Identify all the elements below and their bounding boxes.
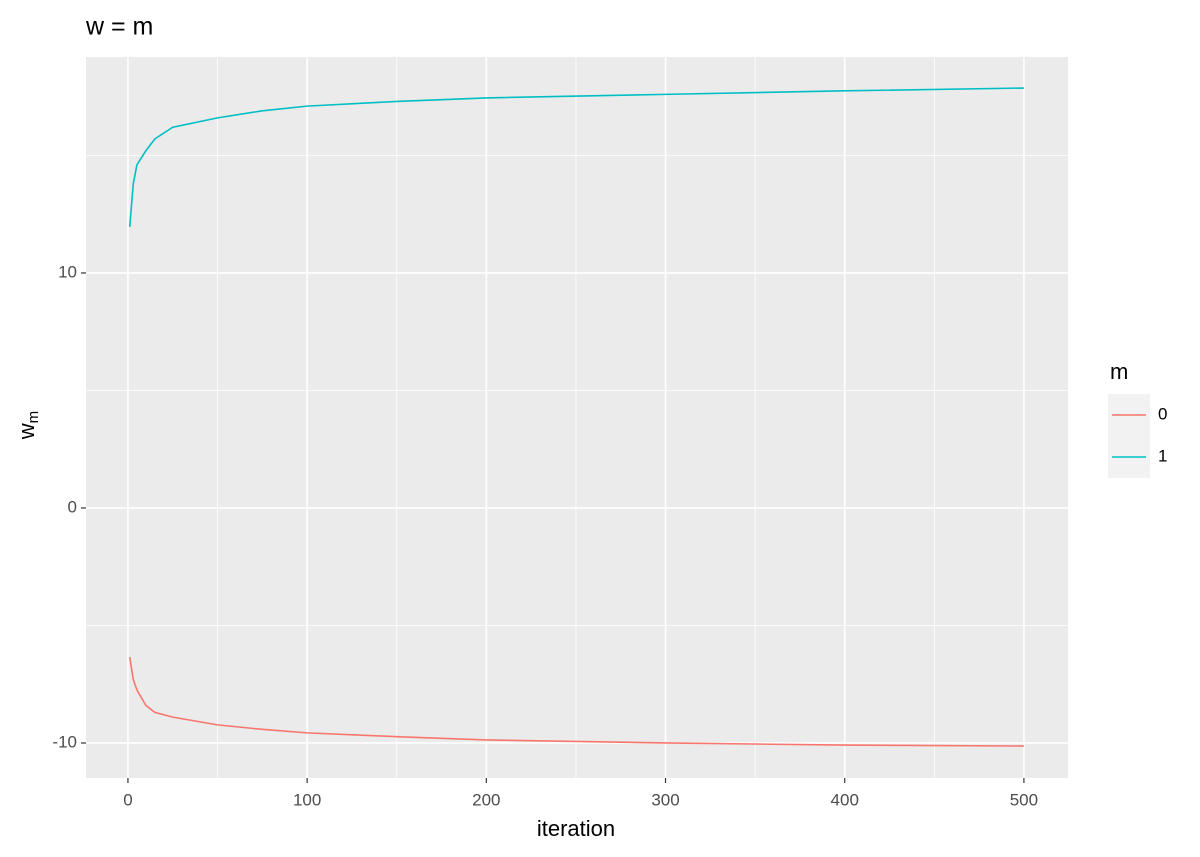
plot-panel bbox=[86, 57, 1068, 778]
x-tick-label: 0 bbox=[123, 790, 132, 809]
y-tick-label: -10 bbox=[52, 732, 77, 751]
legend-label: 1 bbox=[1158, 446, 1167, 465]
y-tick-label: 0 bbox=[68, 497, 77, 516]
legend-label: 0 bbox=[1158, 404, 1167, 423]
x-tick-label: 300 bbox=[651, 790, 679, 809]
y-axis-label: wm bbox=[14, 411, 42, 440]
legend-title: m bbox=[1110, 359, 1128, 384]
x-tick-label: 500 bbox=[1010, 790, 1038, 809]
series-line bbox=[128, 656, 1024, 747]
x-tick-label: 400 bbox=[831, 790, 859, 809]
chart-title: w = m bbox=[85, 13, 153, 41]
x-tick-label: 100 bbox=[293, 790, 321, 809]
y-axis-label-main: wm bbox=[14, 411, 42, 440]
y-tick-label: 10 bbox=[58, 262, 77, 281]
y-label-subscript: m bbox=[25, 411, 42, 424]
x-axis-label: iteration bbox=[537, 816, 615, 841]
series-line bbox=[128, 87, 1024, 227]
y-label-text: w bbox=[14, 423, 39, 440]
x-tick-label: 200 bbox=[472, 790, 500, 809]
